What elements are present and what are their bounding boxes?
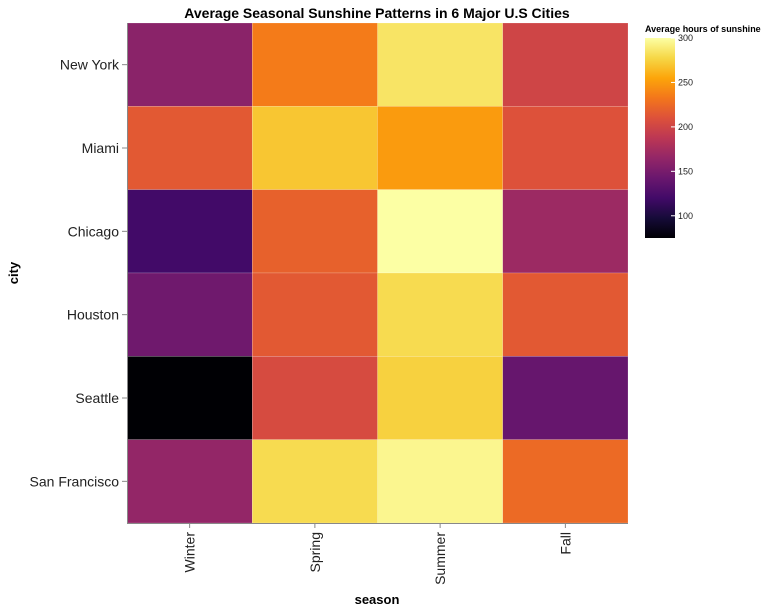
legend-tick-label: 300 [678, 33, 693, 43]
heatmap-cell [502, 189, 629, 274]
x-axis-ticks: Winter Spring Summer Fall [182, 523, 573, 585]
heatmap-cell [377, 22, 503, 107]
heatmap-cell [252, 189, 378, 274]
chart-title: Average Seasonal Sunshine Patterns in 6 … [184, 5, 570, 21]
heatmap-cell [126, 356, 253, 440]
heatmap-cell [126, 189, 253, 274]
heatmap-cell [502, 272, 629, 357]
x-axis-title: season [355, 592, 400, 607]
heatmap-cell [252, 439, 378, 524]
heatmap-cell [252, 22, 378, 107]
y-tick-label: Chicago [68, 223, 120, 239]
heatmap-cell [502, 22, 629, 107]
y-tick-label: San Francisco [30, 473, 120, 489]
heatmap-cell [126, 272, 253, 357]
heatmap-cell [502, 439, 629, 524]
heatmap-cell [377, 189, 503, 274]
heatmap-cell [377, 356, 503, 440]
legend-tick-label: 250 [678, 77, 693, 87]
heatmap-cell [126, 439, 253, 524]
legend-title: Average hours of sunshine [645, 24, 761, 34]
legend-tick-label: 200 [678, 122, 693, 132]
color-legend: Average hours of sunshine 100 150 200 250 30… [645, 24, 761, 238]
heatmap-cell [502, 106, 629, 190]
legend-tick-label: 100 [678, 211, 693, 221]
heatmap-cells [126, 22, 629, 524]
y-tick-label: New York [60, 57, 120, 73]
x-tick-label: Summer [432, 532, 448, 585]
heatmap-cell [126, 22, 253, 107]
y-tick-label: Miami [82, 140, 119, 156]
heatmap-cell [377, 272, 503, 357]
heatmap-cell [252, 106, 378, 190]
x-tick-label: Winter [182, 532, 198, 573]
x-tick-label: Fall [557, 532, 573, 555]
heatmap-cell [252, 272, 378, 357]
legend-tick-label: 150 [678, 166, 693, 176]
y-axis-title: city [6, 261, 21, 284]
y-tick-label: Houston [67, 307, 119, 323]
x-tick-label: Spring [307, 532, 323, 572]
heatmap-cell [377, 106, 503, 190]
y-tick-label: Seattle [75, 390, 119, 406]
legend-ticks: 100 150 200 250 300 [671, 33, 693, 221]
heatmap-cell [252, 356, 378, 440]
legend-gradient-bar [645, 38, 675, 238]
y-axis-ticks: New York Miami Chicago Houston Seattle San Fr… [30, 57, 127, 489]
heatmap-cell [126, 106, 253, 190]
heatmap-cell [377, 439, 503, 524]
heatmap-cell [502, 356, 629, 440]
